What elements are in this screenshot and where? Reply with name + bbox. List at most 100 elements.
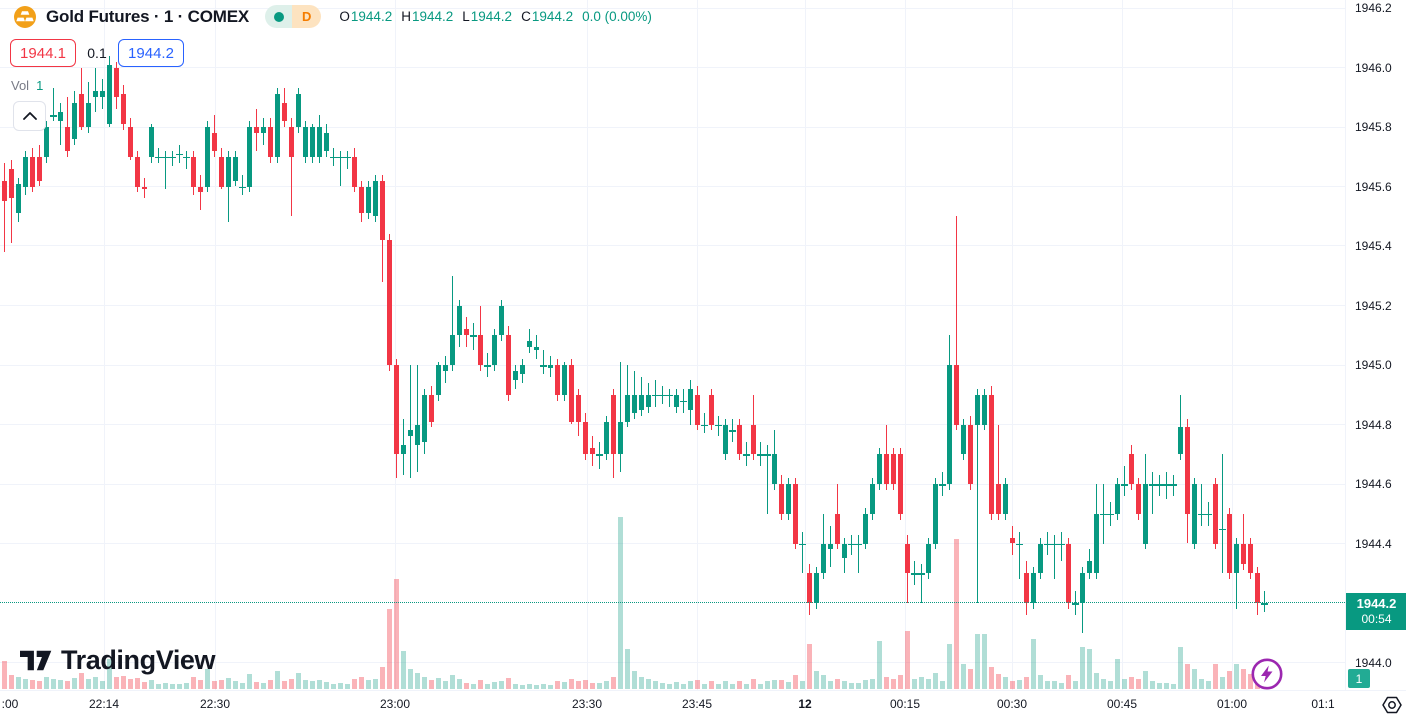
grid-line-horizontal [0,543,1345,544]
candle-down [1024,573,1029,603]
candle-wick [662,385,663,404]
close-value: 1944.2 [531,9,574,24]
chevron-up-icon [22,112,37,120]
grid-line-vertical [104,0,105,690]
current-price-badge: 1944.2 00:54 [1346,593,1406,630]
candle-up [1205,513,1212,516]
volume-bar [548,685,553,689]
ohlc-readout: O 1944.2 H 1944.2 L 1944.2 C 1944.2 0.0 (0.0… [339,9,652,24]
candle-up [596,454,603,456]
candle-wick [53,88,54,122]
volume-bar [1178,647,1183,689]
current-price-value: 1944.2 [1356,596,1397,611]
candle-up [296,94,301,127]
volume-bar [1150,681,1155,689]
candle-up [799,543,806,545]
tradingview-watermark[interactable]: TradingView [20,645,216,676]
candle-wick [1222,454,1223,574]
price-tick-label: 1945.4 [1355,239,1392,253]
grid-line-vertical [1122,0,1123,690]
grid-line-horizontal [0,424,1345,425]
volume-bar [394,579,399,689]
candle-down [751,424,756,455]
chart-plot-area[interactable] [0,0,1345,690]
collapse-legend-button[interactable] [13,101,46,131]
candle-wick [1124,466,1125,496]
volume-bar [800,681,805,689]
candle-up [303,127,308,157]
axis-settings-icon[interactable] [1381,695,1403,717]
candle-up [877,454,882,484]
candle-down [37,156,42,181]
volume-axis-badge: 1 [1348,669,1370,688]
candle-up [169,156,176,159]
candle-up [484,365,491,367]
volume-bar [478,680,483,689]
candle-wick [1061,531,1062,562]
candle-wick [767,445,768,514]
volume-bar [30,680,35,689]
candle-up [1261,603,1268,605]
candle-up [548,365,553,368]
volume-bar [625,649,630,689]
candle-up [344,156,351,159]
sell-button[interactable]: 1944.1 [10,39,76,67]
buy-button[interactable]: 1944.2 [118,39,184,67]
candle-up [933,484,938,544]
volume-bar [331,684,336,689]
volume-indicator-row[interactable]: Vol 1 [11,78,43,93]
volume-bar [2,661,7,689]
volume-bar [660,683,665,689]
candle-up [646,394,651,407]
interval-badge: D [292,5,322,28]
volume-bar [898,675,903,689]
candle-up [701,424,708,426]
current-price-line [0,602,1345,603]
market-status-pill[interactable]: D [265,5,322,28]
volume-bar [611,677,616,689]
candle-down [555,365,560,395]
volume-bar [807,644,812,689]
candle-wick [4,162,5,252]
candle-down [506,335,511,395]
volume-bar [926,679,931,689]
time-tick-label: 22:30 [199,697,231,711]
candle-up [205,127,210,187]
volume-bar [618,517,623,689]
volume-bar [254,682,259,689]
candle-up [618,421,623,455]
candle-up [911,573,918,575]
tradingview-logo-icon [20,647,52,674]
trade-panel: 1944.1 0.1 1944.2 [10,39,184,67]
candle-down [352,156,357,187]
candle-up [855,543,862,545]
candle-up [848,543,855,545]
grid-line-horizontal [0,305,1345,306]
candle-down [835,513,840,544]
candle-up [814,573,819,603]
candle-down [968,424,973,484]
volume-bar [1024,677,1029,689]
change-value: 0.0 (0.00%) [582,9,652,24]
price-tick-label: 1945.2 [1355,298,1392,313]
volume-bar [492,682,497,689]
volume-bar [1122,679,1127,689]
volume-bar [1066,675,1071,689]
volume-bar [429,680,434,689]
volume-bar [23,679,28,689]
candle-up [1121,484,1128,486]
price-axis[interactable]: 1944.2 00:54 1 1946.2 1946.0 1945.8 1945.6 1… [1345,0,1406,690]
lightning-icon[interactable] [1249,656,1285,692]
symbol-title[interactable]: Gold Futures · 1 · COMEX [46,6,249,26]
candle-wick [802,531,803,574]
candle-wick [977,388,978,603]
volume-bar [142,682,147,689]
candle-up [1044,543,1051,545]
low-label: L [462,9,470,24]
price-tick-label: 1945.6 [1355,179,1392,194]
time-axis[interactable]: :00 22:14 22:30 23:00 23:30 23:45 12 00:15 00:30… [0,690,1406,717]
volume-bar [324,682,329,689]
volume-bar [135,678,140,689]
candle-down [380,180,385,241]
volume-bar [912,679,917,689]
